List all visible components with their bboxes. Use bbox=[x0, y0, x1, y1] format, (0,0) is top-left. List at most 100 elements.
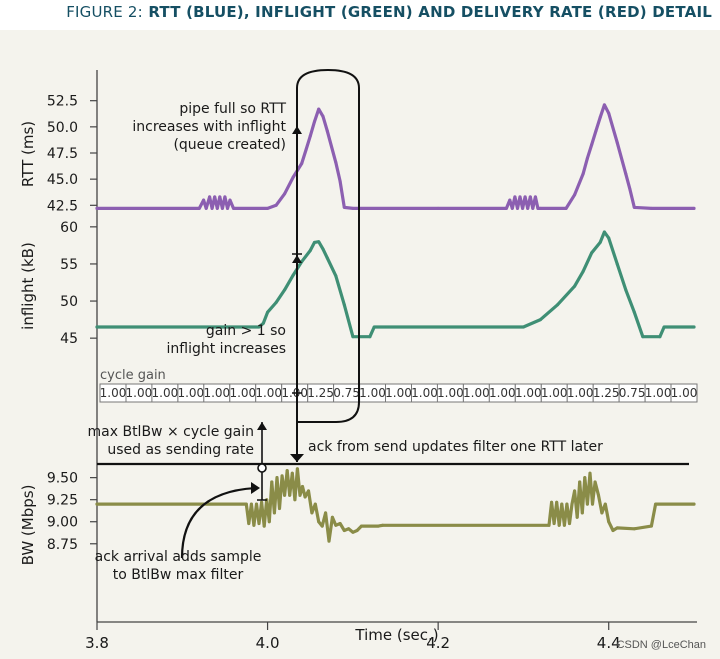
bw-y-axis-label: BW (Mbps) bbox=[19, 485, 37, 566]
rtt-data-point bbox=[590, 143, 594, 147]
annotation-pipe-full-line: (queue created) bbox=[173, 137, 286, 153]
bw-data-point bbox=[555, 500, 559, 504]
bw-data-point bbox=[324, 511, 328, 515]
rtt-data-point bbox=[226, 206, 229, 210]
rtt-data-point bbox=[308, 134, 312, 138]
inflight-data-point bbox=[658, 335, 662, 339]
bw-data-point bbox=[692, 502, 696, 506]
bw-data-point bbox=[307, 489, 310, 493]
inflight-data-point bbox=[283, 288, 287, 292]
rtt-data-point bbox=[624, 172, 628, 176]
bw-data-point bbox=[301, 485, 304, 488]
inflight-data-point bbox=[641, 335, 645, 339]
bw-data-point bbox=[568, 522, 571, 525]
bw-data-point bbox=[283, 493, 287, 497]
rtt-data-point bbox=[228, 198, 232, 202]
bw-data-point bbox=[295, 467, 299, 471]
rtt-data-point bbox=[504, 206, 508, 210]
bw-data-point bbox=[588, 471, 592, 475]
figure-header: FIGURE 2: RTT (BLUE), INFLIGHT (GREEN) A… bbox=[0, 0, 720, 30]
rtt-data-point bbox=[692, 206, 696, 210]
rtt-data-point bbox=[607, 111, 611, 115]
rtt-y-tick-label: 45.0 bbox=[47, 172, 78, 188]
cycle-gain-value: 1.00 bbox=[255, 386, 282, 400]
bw-data-point bbox=[330, 515, 334, 519]
rtt-data-point bbox=[581, 172, 585, 176]
bw-data-point bbox=[317, 520, 321, 524]
rtt-data-point bbox=[528, 195, 532, 199]
inflight-data-point bbox=[291, 273, 295, 277]
rtt-y-tick-label: 52.5 bbox=[47, 94, 78, 110]
inflight-data-point bbox=[581, 269, 585, 273]
rtt-data-point bbox=[208, 195, 212, 199]
bw-data-point bbox=[565, 502, 569, 506]
cycle-gain-value: 1.00 bbox=[385, 386, 412, 400]
bw-data-point bbox=[585, 502, 589, 506]
cycle-gain-value: 1.25 bbox=[307, 386, 334, 400]
cycle-gain-value: 0.75 bbox=[619, 386, 646, 400]
cycle-gain-value: 1.00 bbox=[463, 386, 490, 400]
bw-data-point bbox=[359, 524, 363, 528]
inflight-data-point bbox=[602, 230, 606, 234]
cycle-gain-value: 1.00 bbox=[229, 386, 256, 400]
inflight-data-point bbox=[372, 325, 376, 329]
bw-y-tick-label: 9.50 bbox=[47, 471, 78, 487]
inflight-data-point bbox=[521, 325, 525, 329]
bw-data-point bbox=[293, 498, 297, 502]
rtt-data-point bbox=[215, 206, 219, 210]
inflight-data-point bbox=[95, 325, 99, 329]
cycle-gain-value: 1.00 bbox=[411, 386, 438, 400]
rtt-data-point bbox=[436, 206, 440, 210]
inflight-data-point bbox=[607, 236, 611, 240]
rtt-data-point bbox=[516, 206, 519, 210]
inflight-data-point bbox=[321, 247, 325, 251]
inflight-y-tick-label: 60 bbox=[60, 220, 78, 236]
cycle-gain-value: 0.75 bbox=[333, 386, 360, 400]
rtt-data-point bbox=[508, 198, 512, 202]
x-axis-label: Time (sec.) bbox=[354, 626, 438, 644]
annotation-ack-send: ack from send updates filter one RTT lat… bbox=[308, 439, 603, 455]
bw-data-point bbox=[562, 523, 566, 527]
chart-panel: 52.5 50.0 47.5 45.0 42.5 RTT (ms) 60 55 50 45 infl… bbox=[0, 30, 720, 659]
bw-data-point bbox=[557, 523, 561, 527]
figure-title: FIGURE 2: RTT (BLUE), INFLIGHT (GREEN) A… bbox=[66, 3, 712, 21]
bw-data-point bbox=[303, 495, 307, 499]
bw-data-point bbox=[376, 524, 380, 528]
bw-data-point bbox=[280, 474, 284, 478]
rtt-data-point bbox=[223, 195, 227, 199]
rtt-data-point bbox=[649, 206, 653, 210]
figure-title-text: RTT (BLUE), INFLIGHT (GREEN) AND DELIVER… bbox=[148, 3, 712, 21]
rtt-rise-arrowhead bbox=[292, 126, 302, 134]
annotation-ack-arrival-line: to BtlBw max filter bbox=[113, 567, 244, 583]
rtt-data-point bbox=[521, 206, 525, 210]
bw-data-point bbox=[355, 529, 359, 532]
rtt-data-point bbox=[539, 206, 542, 210]
cycle-gain-value: 1.00 bbox=[359, 386, 386, 400]
rtt-data-point bbox=[334, 160, 338, 164]
cycle-gain-value: 1.00 bbox=[541, 386, 568, 400]
inflight-data-point bbox=[274, 301, 278, 304]
inflight-data-point bbox=[308, 249, 312, 253]
bw-data-point bbox=[262, 524, 266, 528]
inflight-y-tick-label: 55 bbox=[60, 257, 78, 273]
bw-data-point bbox=[334, 523, 338, 527]
bw-data-point bbox=[290, 471, 294, 475]
bw-y-tick-label: 9.00 bbox=[47, 515, 78, 531]
rtt-data-point bbox=[313, 120, 316, 124]
bw-data-point bbox=[573, 489, 577, 493]
bw-data-point bbox=[381, 523, 385, 527]
rtt-data-point bbox=[598, 115, 602, 119]
rtt-data-point bbox=[274, 203, 278, 207]
ack-arrival-arrowhead bbox=[251, 482, 260, 494]
cycle-gain-value: 1.00 bbox=[100, 386, 127, 400]
bw-data-point bbox=[285, 469, 289, 473]
bw-y-tick-label: 8.75 bbox=[47, 537, 78, 553]
rtt-y-tick-label: 50.0 bbox=[47, 120, 78, 136]
annotation-pipe-full-line: increases with inflight bbox=[132, 119, 286, 135]
bw-data-point bbox=[249, 502, 253, 506]
bw-data-point bbox=[591, 502, 594, 506]
bw-data-point bbox=[552, 522, 556, 525]
bw-data-point bbox=[632, 527, 636, 531]
bw-data-point bbox=[547, 523, 551, 527]
cycle-gain-value: 1.00 bbox=[515, 386, 542, 400]
